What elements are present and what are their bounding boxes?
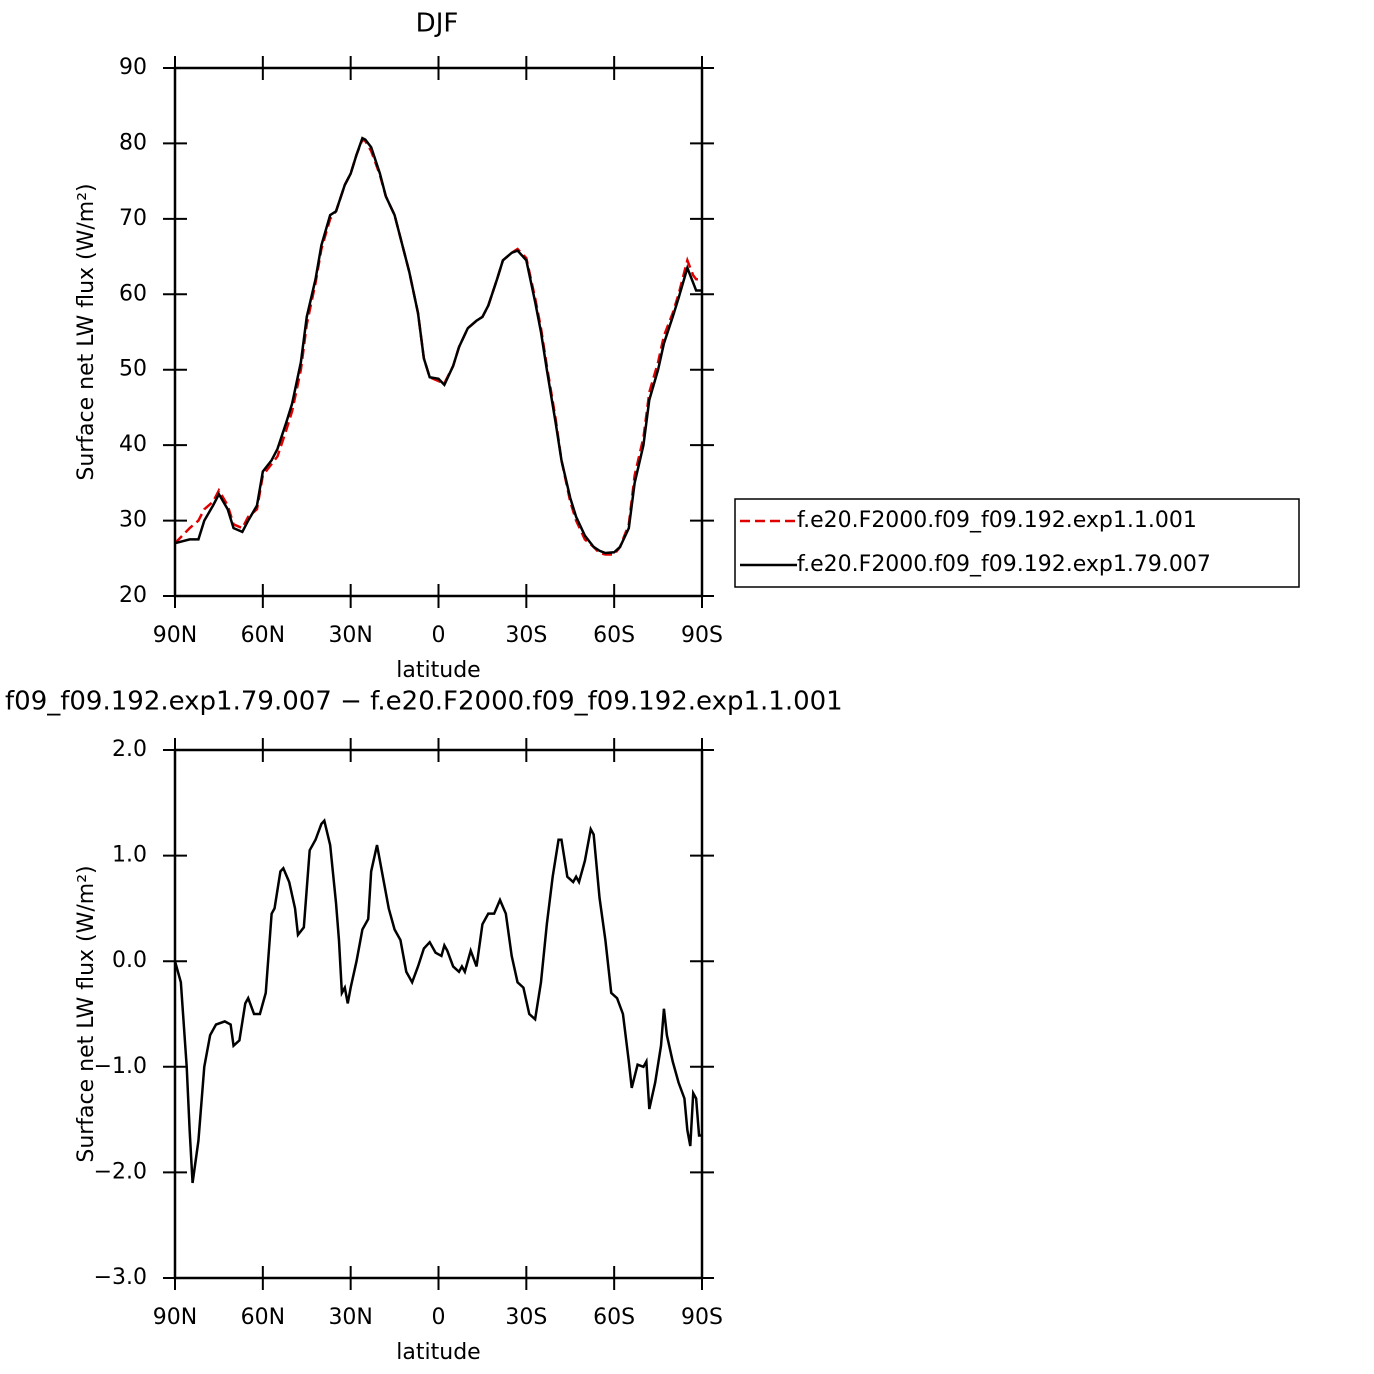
x-tick-label: 60N [241, 1305, 285, 1330]
x-tick-label: 30S [505, 1305, 547, 1330]
y-axis-label: Surface net LW flux (W/m²) [74, 865, 99, 1162]
y-tick-label: 80 [119, 130, 147, 155]
chart-title: DJF [416, 9, 459, 39]
y-tick-label: 70 [119, 206, 147, 231]
x-tick-label: 0 [432, 1305, 446, 1330]
x-tick-label: 90N [153, 1305, 197, 1330]
plot-frame [173, 748, 704, 1280]
y-axis-label: Surface net LW flux (W/m²) [74, 183, 99, 480]
x-tick-label: 90N [153, 623, 197, 648]
x-tick-label: 30S [505, 623, 547, 648]
x-tick-label: 90S [681, 623, 723, 648]
y-tick-label: 40 [119, 432, 147, 457]
plot-frame [173, 66, 704, 598]
y-tick-label: 30 [119, 508, 147, 533]
x-tick-label: 60N [241, 623, 285, 648]
y-tick-label: −2.0 [94, 1159, 147, 1184]
chart-title: f09_f09.192.exp1.79.007 − f.e20.F2000.f0… [5, 687, 843, 717]
y-tick-label: 20 [119, 583, 147, 608]
x-tick-label: 30N [328, 1305, 372, 1330]
y-tick-label: 1.0 [112, 843, 147, 868]
y-tick-label: −3.0 [94, 1265, 147, 1290]
x-axis-label: latitude [396, 658, 480, 683]
legend-label: f.e20.F2000.f09_f09.192.exp1.79.007 [797, 552, 1211, 577]
legend-label: f.e20.F2000.f09_f09.192.exp1.1.001 [797, 508, 1197, 533]
data-line [174, 136, 702, 555]
y-tick-label: 60 [119, 281, 147, 306]
x-tick-label: 90S [681, 1305, 723, 1330]
x-axis-label: latitude [396, 1340, 480, 1365]
legend-box [734, 498, 1300, 588]
y-tick-label: 0.0 [112, 948, 147, 973]
x-tick-label: 60S [593, 623, 635, 648]
x-tick-label: 0 [432, 623, 446, 648]
x-tick-label: 30N [328, 623, 372, 648]
y-tick-label: 50 [119, 357, 147, 382]
data-line [174, 137, 702, 556]
y-tick-label: −1.0 [94, 1054, 147, 1079]
y-tick-label: 2.0 [112, 737, 147, 762]
data-line [173, 818, 702, 1184]
x-tick-label: 60S [593, 1305, 635, 1330]
y-tick-label: 90 [119, 55, 147, 80]
